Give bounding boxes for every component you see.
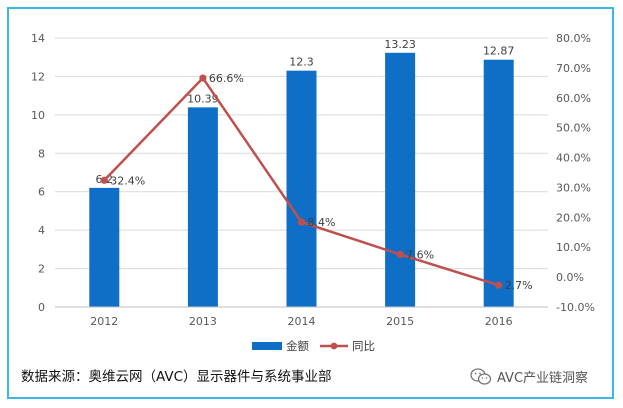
line-data-label: 8.4% (308, 216, 336, 229)
right-axis-tick-label: 50.0% (556, 122, 591, 135)
left-axis-tick-label: 2 (38, 263, 45, 276)
line-data-label: 66.6% (209, 72, 244, 85)
right-axis-tick-label: 80.0% (556, 32, 591, 45)
x-axis-tick-label: 2016 (485, 315, 513, 328)
left-axis-tick-label: 6 (38, 186, 45, 199)
right-axis-tick-label: -10.0% (556, 301, 595, 314)
bar-data-label: 12.87 (483, 45, 515, 58)
right-axis-tick-label: 10.0% (556, 241, 591, 254)
line-data-label: 2.7% (505, 279, 533, 292)
legend: 金额 同比 (252, 339, 375, 353)
left-axis-tick-label: 0 (38, 301, 45, 314)
legend-bar-label: 金额 (286, 339, 309, 353)
bar (187, 107, 218, 307)
watermark: AVC产业链洞察 (470, 367, 588, 386)
left-axis-tick-label: 14 (31, 32, 45, 45)
x-axis-tick-label: 2012 (90, 315, 118, 328)
bar-data-label: 10.39 (187, 92, 219, 105)
bar (286, 70, 317, 308)
bar-data-label: 13.23 (384, 38, 416, 51)
line-data-labels: 32.4% 66.6% 8.4% 7.6% 2.7% (110, 72, 532, 292)
line-point (396, 250, 404, 258)
bar (89, 187, 120, 307)
right-axis-ticks: -10.0% 0.0% 10.0% 20.0% 30.0% 40.0% 50.0% 60.0%… (556, 32, 595, 314)
right-axis-tick-label: 70.0% (556, 62, 591, 75)
left-axis-tick-label: 4 (38, 224, 45, 237)
legend-bar-swatch (252, 342, 282, 350)
x-axis-tick-label: 2015 (386, 315, 414, 328)
line-point (297, 218, 306, 226)
bar (385, 52, 416, 307)
left-axis-tick-label: 8 (38, 147, 45, 160)
x-axis-tick-label: 2014 (288, 315, 316, 328)
x-axis-ticks: 2012 2013 2014 2015 2016 (90, 315, 512, 328)
bar-series (89, 52, 514, 308)
right-axis-tick-label: 0.0% (556, 271, 584, 284)
line-point (100, 176, 108, 184)
line-series (100, 74, 503, 289)
right-axis-tick-label: 40.0% (556, 152, 591, 165)
legend-line-marker (330, 342, 338, 350)
bar (483, 59, 514, 307)
line-point (199, 74, 207, 82)
x-axis-tick-label: 2013 (189, 315, 217, 328)
left-axis-tick-label: 12 (31, 70, 45, 83)
right-axis-tick-label: 60.0% (556, 92, 591, 105)
line-data-label: 32.4% (110, 174, 145, 187)
wechat-icon (470, 367, 492, 386)
right-axis-tick-label: 30.0% (556, 181, 591, 194)
right-axis-tick-label: 20.0% (556, 211, 591, 224)
source-note: 数据来源：奥维云网（AVC）显示器件与系统事业部 (21, 369, 332, 385)
line-data-label: 7.6% (406, 248, 434, 261)
bar-data-label: 12.3 (289, 56, 314, 69)
legend-line-label: 同比 (352, 339, 375, 353)
left-axis-ticks: 0 2 4 6 8 10 12 14 (31, 32, 45, 314)
watermark-text: AVC产业链洞察 (497, 371, 589, 386)
left-axis-tick-label: 10 (31, 109, 45, 122)
line-point (495, 281, 503, 289)
